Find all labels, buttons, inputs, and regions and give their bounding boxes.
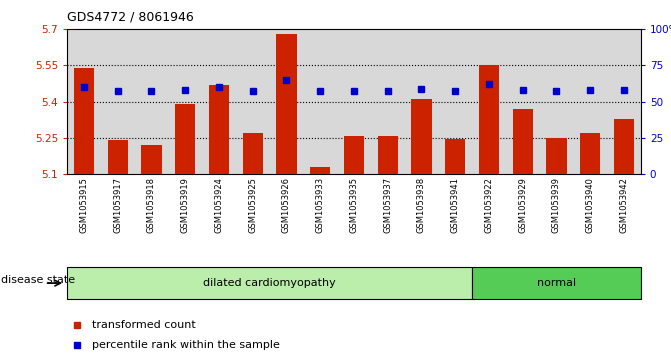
Text: normal: normal: [537, 278, 576, 288]
Bar: [67, 267, 472, 299]
Bar: [107, 140, 128, 174]
Bar: [479, 65, 499, 174]
Bar: [411, 99, 431, 174]
Bar: [310, 167, 330, 174]
Bar: [378, 135, 398, 174]
Bar: [472, 267, 641, 299]
Bar: [142, 145, 162, 174]
Text: disease state: disease state: [1, 274, 75, 285]
Bar: [276, 34, 297, 174]
Bar: [243, 133, 263, 174]
Bar: [580, 133, 601, 174]
Bar: [209, 85, 229, 174]
Text: GDS4772 / 8061946: GDS4772 / 8061946: [67, 11, 194, 24]
Text: percentile rank within the sample: percentile rank within the sample: [93, 340, 280, 350]
Bar: [513, 109, 533, 174]
Text: dilated cardiomyopathy: dilated cardiomyopathy: [203, 278, 336, 288]
Bar: [546, 138, 566, 174]
Bar: [445, 139, 465, 174]
Bar: [614, 119, 634, 174]
Bar: [175, 104, 195, 174]
Bar: [74, 68, 94, 174]
Text: transformed count: transformed count: [93, 321, 196, 330]
Bar: [344, 135, 364, 174]
